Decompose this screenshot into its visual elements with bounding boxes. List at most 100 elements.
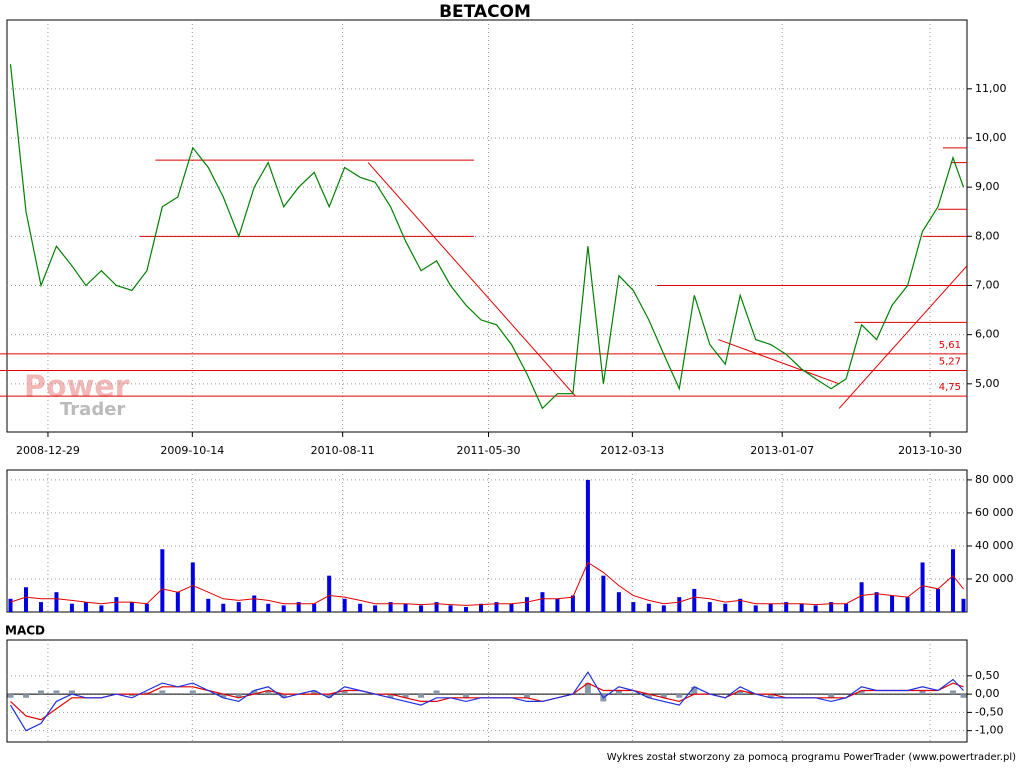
watermark: Power	[24, 370, 130, 405]
volume-bar	[585, 479, 590, 612]
panel-title: MACD	[5, 624, 45, 638]
volume-bar	[342, 598, 347, 612]
histogram-bar	[326, 694, 333, 698]
volume-bar	[69, 603, 74, 612]
trend-line	[838, 265, 968, 409]
histogram-bar	[660, 694, 667, 698]
volume-bar	[540, 592, 545, 612]
histogram-bar	[433, 690, 440, 695]
histogram-bar	[828, 694, 835, 698]
panel-frame	[6, 639, 968, 743]
histogram-bar	[584, 683, 591, 695]
y-tick-label: 40 000	[975, 539, 1014, 552]
watermark: Trader	[60, 399, 125, 420]
histogram-bar	[311, 690, 318, 695]
y-tick-label: 9,00	[975, 180, 1000, 193]
histogram-bar	[235, 694, 242, 698]
volume-bar	[114, 597, 119, 612]
y-tick-label: 5,00	[975, 377, 1000, 390]
trend-line	[718, 339, 840, 385]
volume-bar	[54, 592, 59, 612]
volume-bar	[464, 607, 469, 612]
volume-bar	[524, 597, 529, 612]
level-label: 5,27	[939, 357, 961, 368]
histogram-bar	[387, 694, 394, 698]
volume-bar	[403, 603, 408, 612]
volume-bar	[129, 602, 134, 612]
volume-bar	[723, 603, 728, 612]
volume-bar	[874, 592, 879, 612]
volume-bar	[448, 605, 453, 612]
histogram-bar	[418, 694, 425, 698]
volume-bar	[936, 588, 941, 612]
volume-bar	[327, 575, 332, 612]
footer: Wykres został stworzony za pomocą progra…	[607, 752, 1016, 763]
volume-bar	[144, 603, 149, 612]
volume-bar	[373, 605, 378, 612]
volume-bar	[555, 598, 560, 612]
volume-bar	[221, 603, 226, 612]
volume-bar	[570, 595, 575, 612]
histogram-bar	[341, 690, 348, 695]
histogram-bar	[523, 694, 530, 698]
volume-bar	[266, 603, 271, 612]
histogram-bar	[68, 690, 75, 695]
volume-bar	[252, 595, 257, 612]
volume-bar	[813, 605, 818, 612]
y-tick-label: 6,00	[975, 328, 1000, 341]
volume-bar	[175, 592, 180, 612]
volume-bar	[160, 549, 165, 612]
histogram-bar	[159, 690, 166, 695]
trend-line	[367, 162, 576, 397]
volume-bar	[83, 602, 88, 612]
volume-bar	[312, 603, 317, 612]
volume-bar	[281, 605, 286, 612]
y-tick-label: 10,00	[975, 131, 1007, 144]
volume-bar	[905, 597, 910, 612]
histogram-bar	[7, 694, 14, 698]
x-tick-label: 2009-10-14	[160, 444, 224, 457]
histogram-bar	[251, 690, 258, 695]
histogram-bar	[463, 694, 470, 698]
y-tick-label: 8,00	[975, 229, 1000, 242]
volume-bar	[961, 598, 966, 612]
volume-bar	[784, 602, 789, 612]
price-line	[9, 64, 965, 410]
histogram-bar	[280, 694, 287, 698]
level-label: 4,75	[939, 382, 961, 393]
histogram-bar	[737, 690, 744, 695]
volume-bar	[631, 602, 636, 612]
volume-bar	[494, 602, 499, 612]
y-tick-label: 20 000	[975, 572, 1014, 585]
y-tick-label: 80 000	[975, 473, 1014, 486]
histogram-bar	[950, 690, 957, 695]
panel-frame	[6, 469, 968, 613]
histogram-bar	[691, 686, 698, 695]
histogram-bar	[265, 690, 272, 695]
x-tick-label: 2011-05-30	[457, 444, 521, 457]
histogram-bar	[645, 694, 652, 698]
volume-bar	[753, 605, 758, 612]
volume-bar	[601, 575, 606, 612]
volume-bar	[99, 605, 104, 612]
histogram-bar	[858, 690, 865, 695]
volume-bar	[479, 603, 484, 612]
volume-average	[10, 561, 964, 606]
histogram-bar	[189, 690, 196, 695]
volume-bar	[509, 603, 514, 612]
histogram-bar	[919, 690, 926, 695]
volume-bar	[768, 603, 773, 612]
volume-bar	[646, 603, 651, 612]
volume-bar	[692, 588, 697, 612]
histogram-bar	[402, 694, 409, 698]
volume-bar	[388, 602, 393, 612]
volume-bar	[707, 602, 712, 612]
volume-bar	[661, 605, 666, 612]
histogram-bar	[220, 694, 227, 698]
macd-line	[9, 671, 964, 732]
y-tick-label: -0,50	[975, 705, 1003, 718]
y-tick-label: 7,00	[975, 278, 1000, 291]
volume-bar	[738, 598, 743, 612]
volume-bar	[38, 602, 43, 612]
